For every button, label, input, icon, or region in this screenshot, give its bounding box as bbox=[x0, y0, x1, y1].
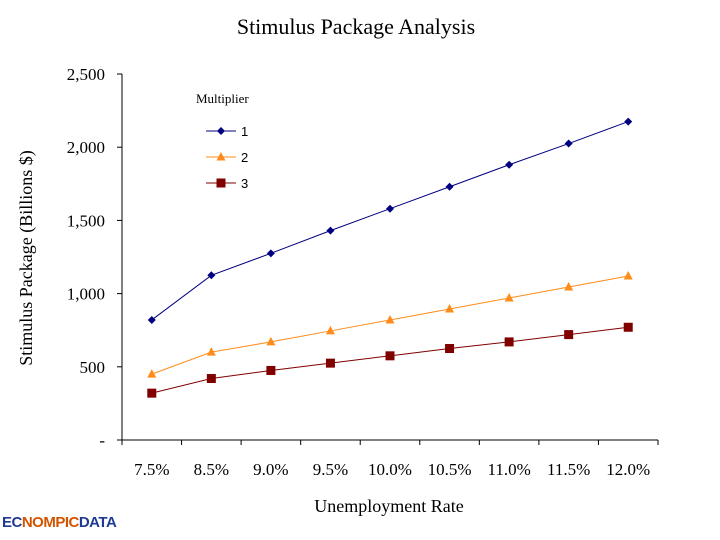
data-point bbox=[623, 322, 633, 332]
y-axis-label: Stimulus Package (Billions $) bbox=[16, 150, 37, 366]
legend-marker-3 bbox=[216, 178, 226, 188]
data-point bbox=[266, 249, 275, 258]
data-point bbox=[505, 160, 514, 169]
y-tick-label: 1,500 bbox=[67, 211, 105, 230]
y-tick-label: 2,000 bbox=[67, 138, 105, 157]
chart-title: Stimulus Package Analysis bbox=[237, 14, 475, 39]
data-point bbox=[207, 271, 216, 280]
logo-part-2: NOMPIC bbox=[21, 514, 80, 531]
data-point bbox=[445, 344, 455, 353]
x-tick-label: 12.0% bbox=[606, 460, 650, 479]
series-line-1 bbox=[151, 121, 629, 321]
x-tick-label: 11.5% bbox=[547, 460, 590, 479]
data-point bbox=[445, 182, 454, 191]
y-tick-label: - bbox=[99, 431, 105, 450]
series-3 bbox=[147, 322, 633, 398]
legend-label-1: 1 bbox=[241, 124, 248, 139]
x-tick-label: 10.5% bbox=[428, 460, 472, 479]
series-2 bbox=[147, 271, 633, 378]
legend-label-2: 2 bbox=[241, 150, 248, 165]
legend-title: Multiplier bbox=[196, 91, 249, 106]
legend-marker-2 bbox=[216, 152, 226, 161]
data-point bbox=[504, 292, 514, 302]
data-point bbox=[325, 325, 335, 335]
data-point bbox=[147, 369, 157, 378]
y-tick-label: 1,000 bbox=[67, 285, 105, 304]
data-point bbox=[206, 347, 216, 356]
y-tick-label: 2,500 bbox=[67, 65, 105, 84]
logo-part-1: EC bbox=[2, 514, 22, 531]
x-tick-label: 10.0% bbox=[368, 460, 412, 479]
legend-marker-1 bbox=[217, 127, 225, 135]
data-point bbox=[564, 330, 574, 340]
data-point bbox=[623, 271, 633, 280]
logo-part-3: DATA bbox=[78, 514, 117, 531]
data-point bbox=[326, 226, 335, 235]
economicdata-logo: ECNOMPICDATA bbox=[2, 514, 117, 531]
data-point bbox=[624, 117, 633, 126]
data-point bbox=[445, 303, 455, 313]
data-point bbox=[386, 204, 394, 213]
x-tick-label: 11.0% bbox=[487, 460, 530, 479]
data-point bbox=[504, 337, 514, 347]
data-point bbox=[266, 336, 276, 346]
data-point bbox=[385, 314, 395, 324]
data-point bbox=[564, 139, 573, 148]
data-point bbox=[206, 374, 216, 384]
data-point bbox=[564, 282, 574, 291]
data-point bbox=[147, 388, 157, 398]
data-point bbox=[385, 351, 395, 361]
x-axis-label: Unemployment Rate bbox=[314, 496, 463, 516]
data-point bbox=[325, 358, 335, 368]
x-tick-label: 9.5% bbox=[313, 460, 348, 479]
x-tick-label: 9.0% bbox=[253, 460, 288, 479]
data-point bbox=[266, 365, 276, 375]
legend-label-3: 3 bbox=[241, 176, 248, 191]
x-tick-label: 7.5% bbox=[134, 460, 169, 479]
data-point bbox=[147, 315, 156, 324]
x-tick-label: 8.5% bbox=[194, 460, 229, 479]
y-tick-label: 500 bbox=[80, 358, 106, 377]
series-1 bbox=[147, 117, 633, 324]
